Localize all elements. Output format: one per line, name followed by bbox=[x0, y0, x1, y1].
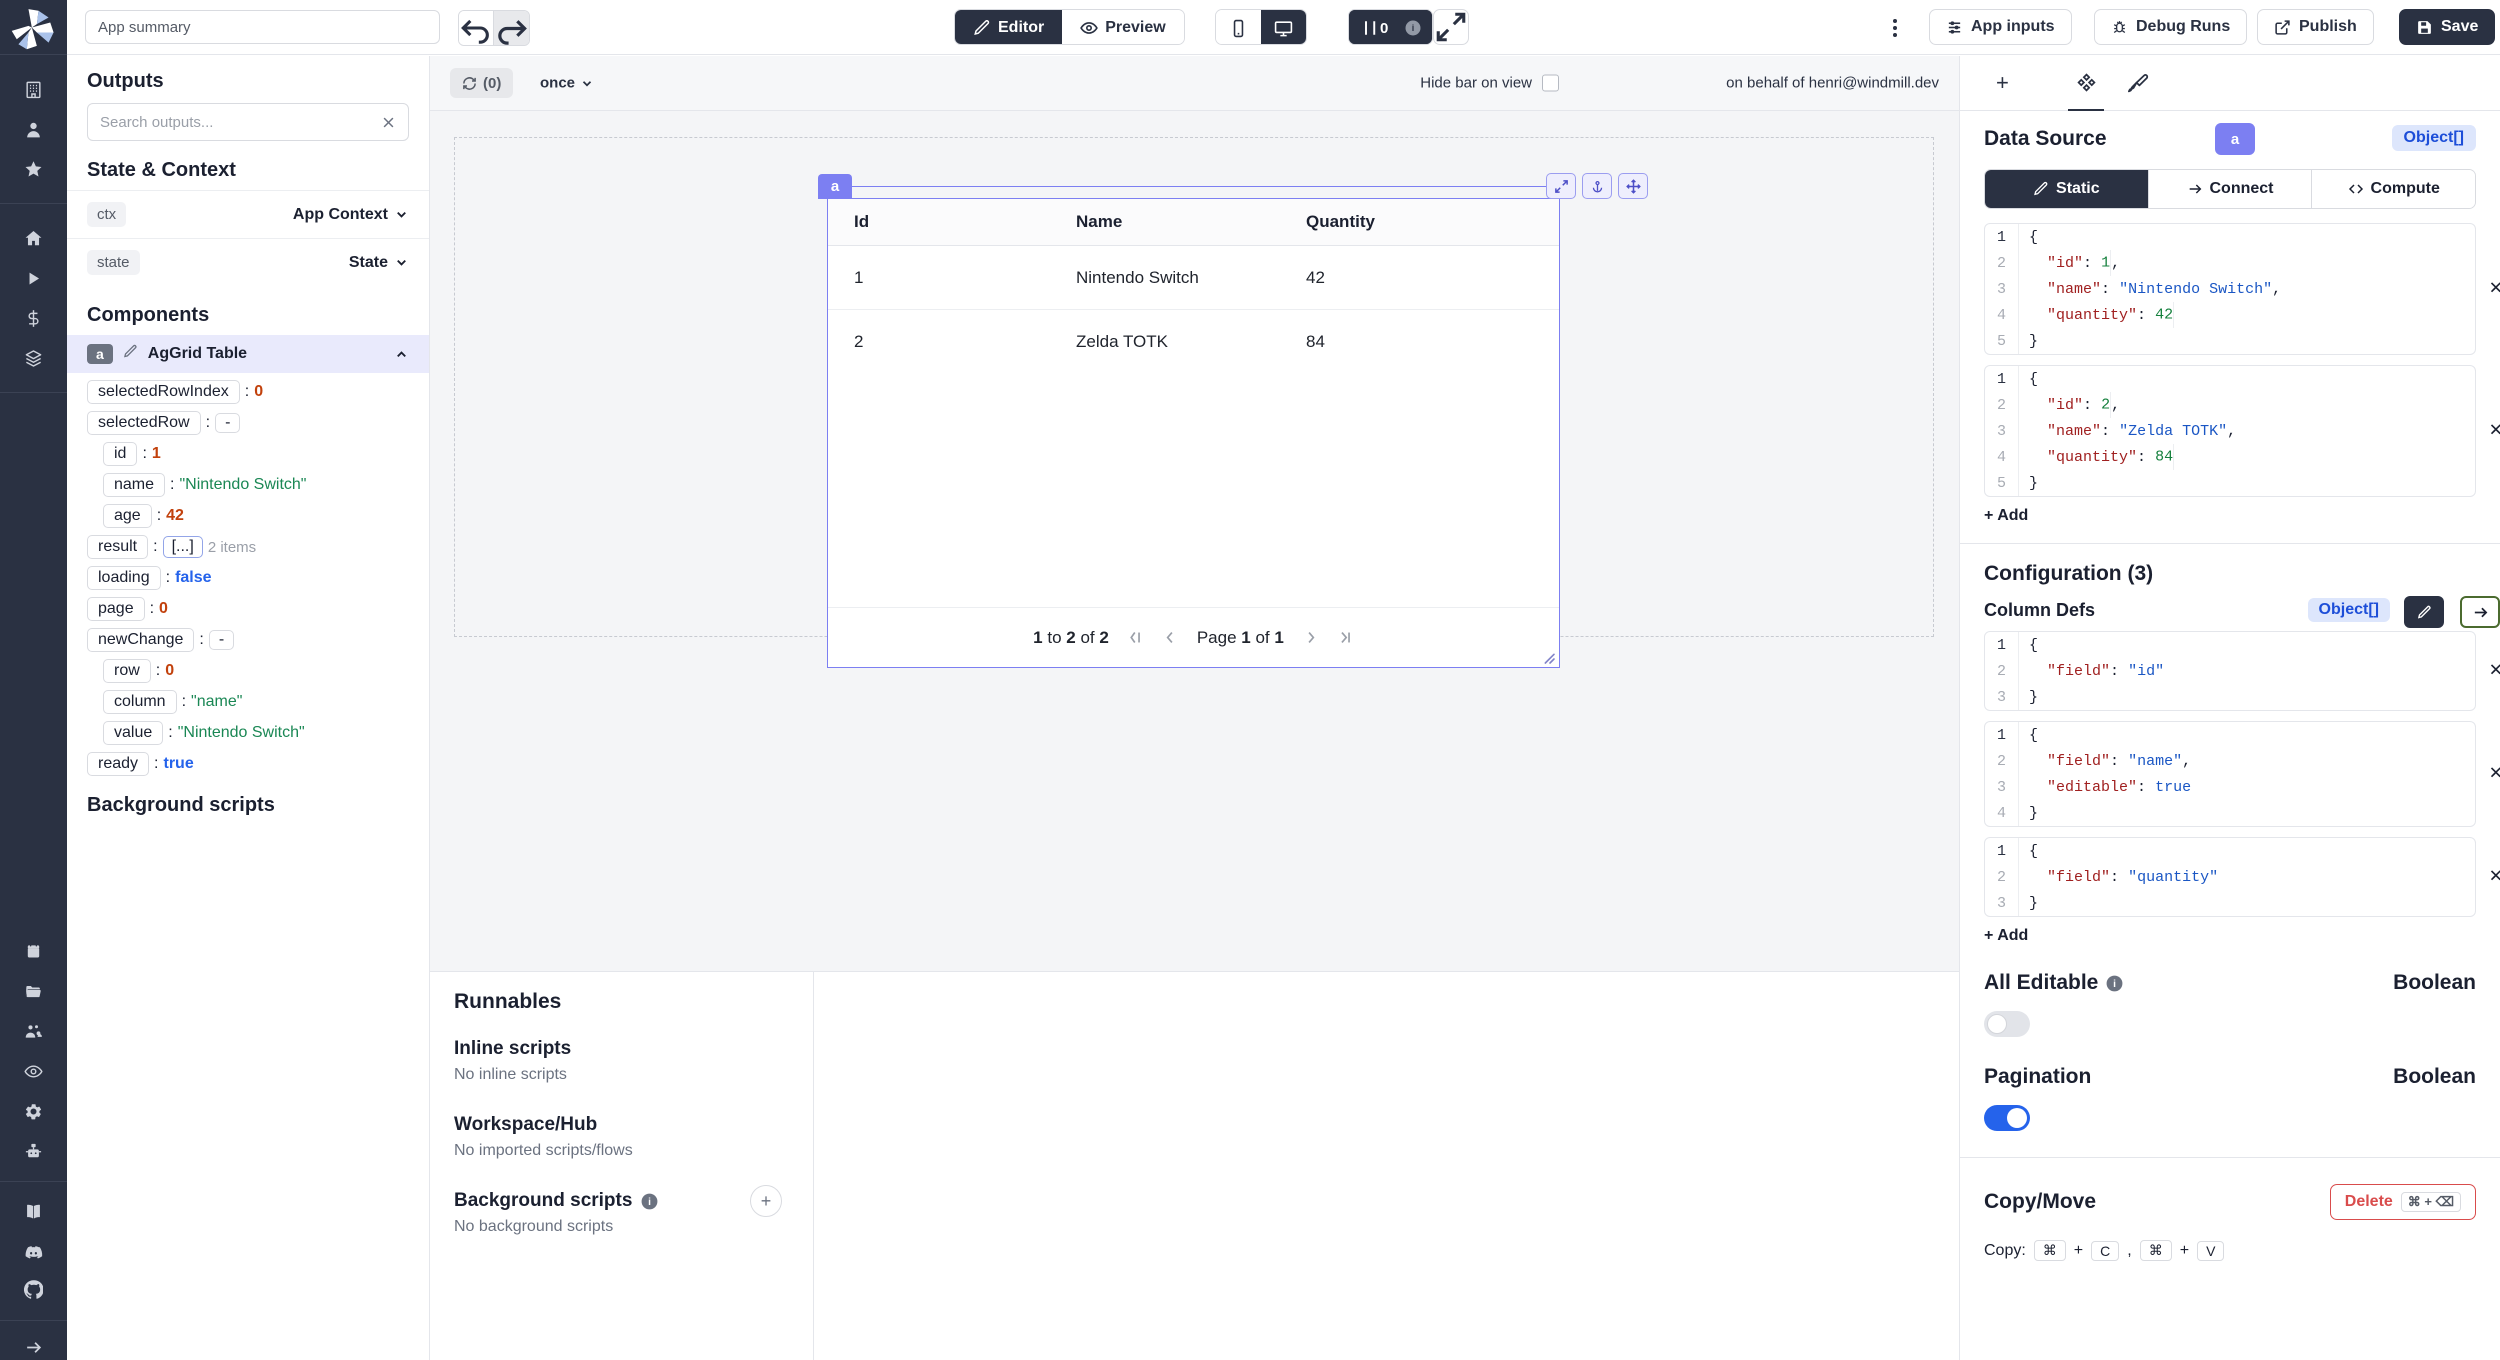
svg-text:i: i bbox=[1412, 23, 1415, 33]
svg-text:i: i bbox=[649, 1197, 652, 1208]
svg-text:i: i bbox=[2113, 979, 2116, 990]
